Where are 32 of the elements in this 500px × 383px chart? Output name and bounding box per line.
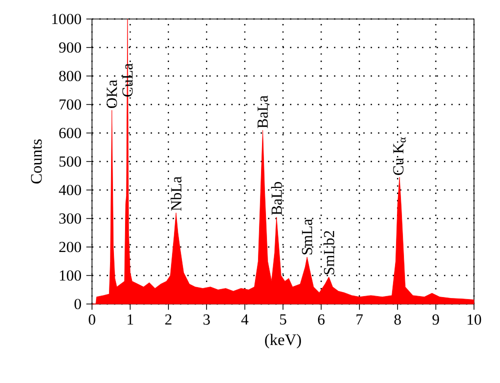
x-tick-label: 8	[394, 314, 401, 325]
x-tick-label: 3	[204, 314, 210, 325]
x-tick-label: 1	[128, 314, 134, 325]
annotation: SmLb2	[323, 231, 334, 274]
x-tick-label: 7	[356, 314, 363, 324]
y-tick-label: 400	[58, 184, 82, 196]
annotation: BaLb	[271, 182, 282, 216]
y-tick-label: 100	[60, 270, 82, 281]
y-tick-label: 800	[59, 70, 82, 82]
y-tick-label: 1000	[52, 14, 82, 24]
annotation: Cu K$_{α}$	[393, 137, 406, 175]
annotation: CuLa	[122, 63, 133, 97]
x-tick-label: 4	[241, 314, 248, 324]
y-tick-label: 600	[59, 128, 82, 138]
y-tick-label: 200	[59, 242, 82, 252]
annotation: NbLa	[170, 176, 182, 211]
x-tick-label: 6	[318, 314, 325, 325]
x-tick-label: 0	[88, 314, 96, 325]
y-tick-label: 500	[60, 156, 82, 167]
x-tick-label: 5	[280, 314, 286, 325]
y-tick-label: 0	[74, 298, 82, 310]
y-tick-label: 300	[59, 213, 82, 224]
annotation: BaLa	[258, 96, 268, 128]
x-tick-label: 2	[165, 314, 172, 325]
annotation: SmLa	[302, 218, 312, 254]
y-tick-label: 700	[60, 99, 82, 110]
x-tick-label: 9	[432, 314, 439, 325]
annotation: OKa	[106, 80, 118, 108]
x-tick-label: 10	[468, 314, 482, 325]
x-axis-title: (keV)	[265, 334, 301, 348]
y-tick-label: 900	[59, 42, 82, 53]
y-axis-title: Counts	[31, 139, 42, 184]
